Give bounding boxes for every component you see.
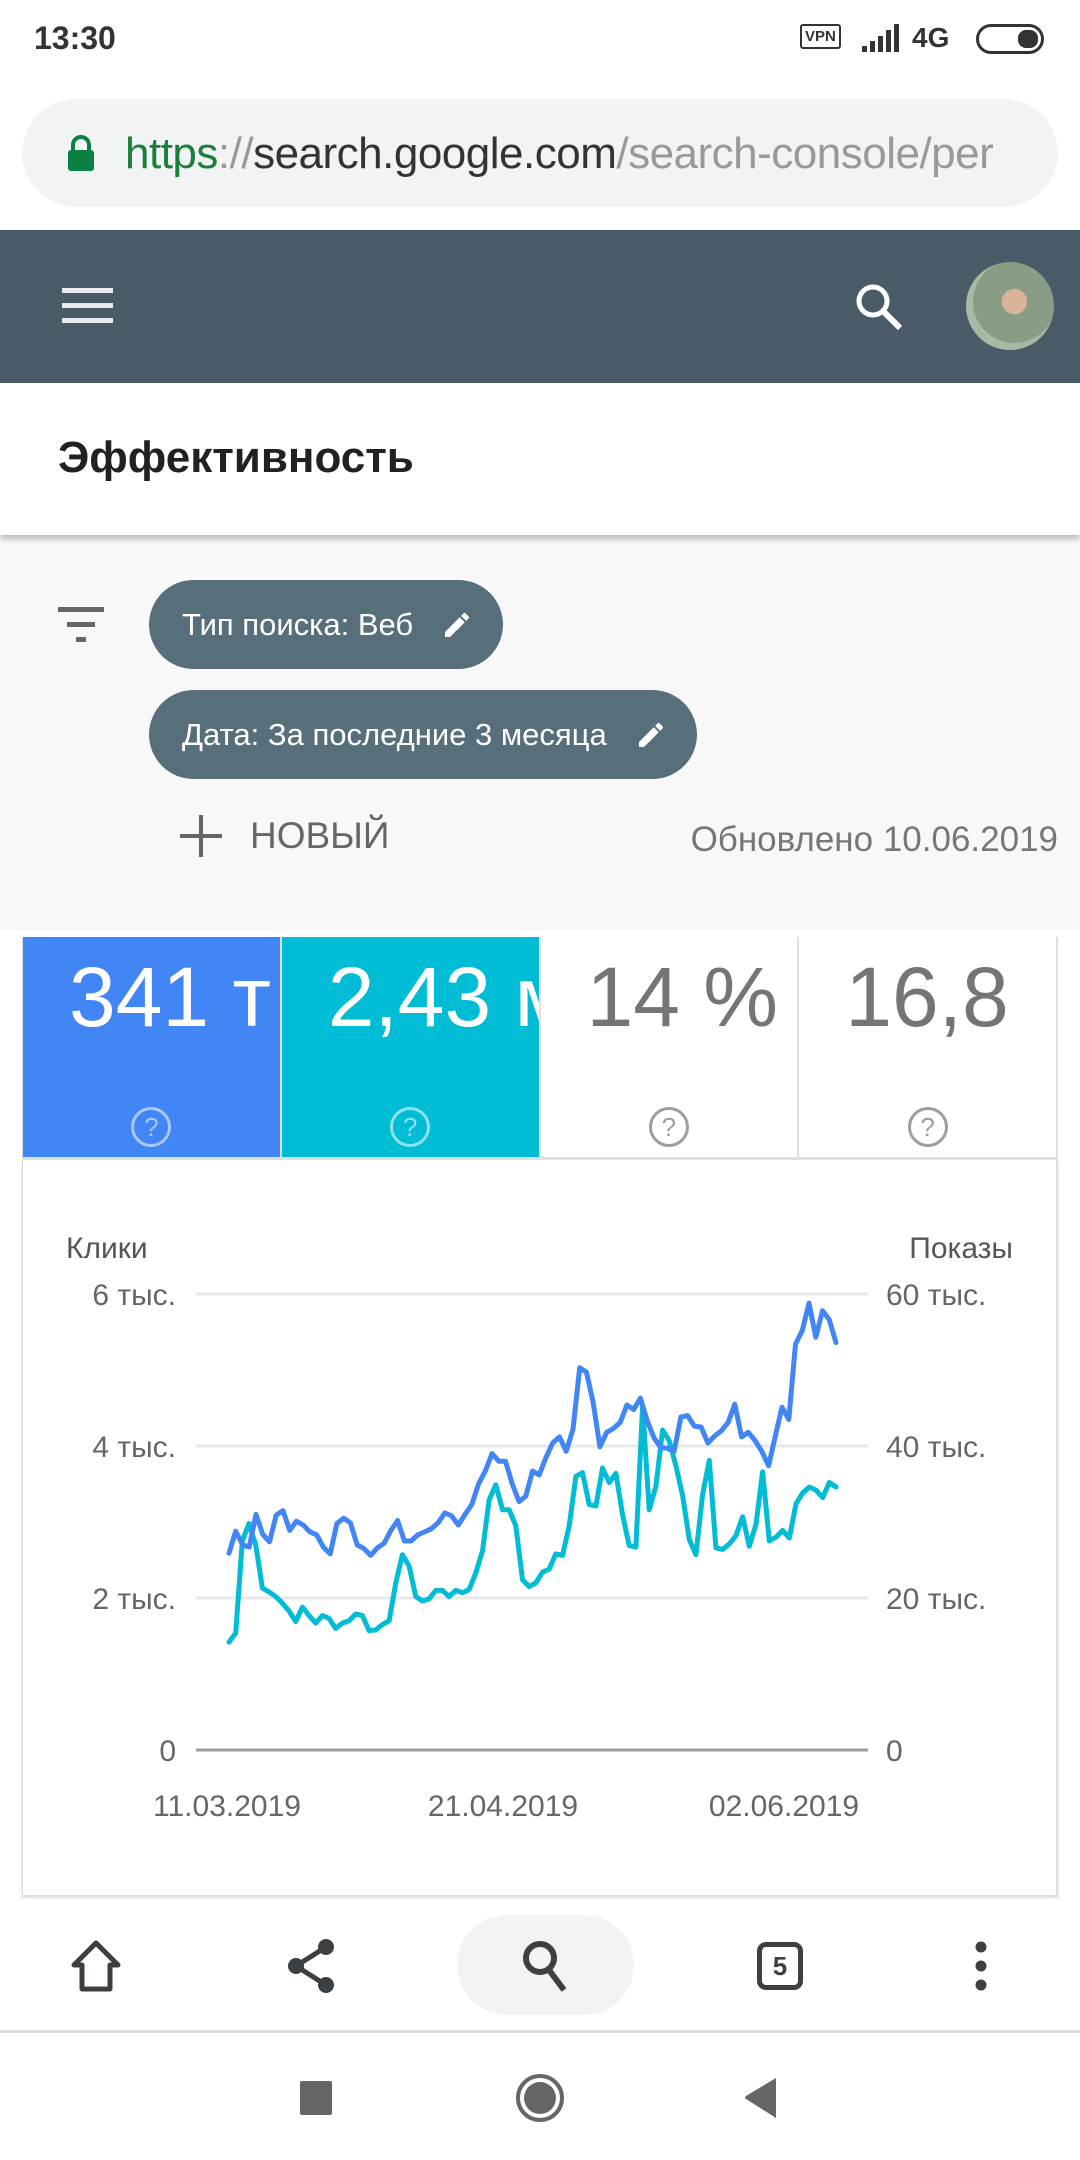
url-host: search.google.com	[253, 129, 617, 178]
help-icon[interactable]: ?	[390, 1107, 431, 1147]
metric-value: 14 %	[586, 950, 778, 1044]
status-bar: 13:30 VPN 4G	[0, 0, 1080, 76]
more-menu-button[interactable]	[946, 1931, 1016, 2001]
recents-icon[interactable]	[300, 2081, 332, 2115]
metric-card-clicks[interactable]: 341 т?	[23, 937, 282, 1157]
right-tick-label: 40 тыс.	[886, 1431, 986, 1464]
search-icon	[523, 1941, 567, 1992]
x-tick-label: 02.06.2019	[709, 1790, 859, 1823]
metric-value: 341 т	[69, 950, 271, 1044]
chip-label: Дата: За последние 3 месяца	[182, 716, 607, 752]
page-title: Эффективность	[58, 433, 414, 482]
metric-card-position[interactable]: 16,8?	[799, 937, 1056, 1157]
clicks-series-line	[226, 1300, 839, 1558]
metric-value: 16,8	[845, 950, 1009, 1044]
chart-card	[22, 1160, 1058, 1895]
home-button[interactable]	[61, 1931, 131, 2001]
clock: 13:30	[34, 20, 116, 56]
url-path: /search-console/per	[616, 129, 994, 178]
more-icon	[975, 1941, 987, 1991]
url-bar[interactable]: https://search.google.com/search-console…	[22, 99, 1058, 207]
browser-toolbar: 5	[0, 1899, 1080, 2033]
left-tick-label: 2 тыс.	[92, 1583, 176, 1616]
left-tick-label: 6 тыс.	[92, 1279, 176, 1312]
x-tick-label: 21.04.2019	[428, 1790, 578, 1823]
new-filter-button[interactable]: НОВЫЙ	[180, 815, 390, 857]
tabs-icon: 5	[757, 1942, 803, 1990]
url-text[interactable]: https://search.google.com/search-console…	[125, 129, 994, 179]
chip-label: Тип поиска: Веб	[182, 606, 414, 642]
network-type: 4G	[912, 22, 950, 53]
metric-card-ctr[interactable]: 14 %?	[541, 937, 800, 1157]
hamburger-icon[interactable]	[62, 288, 113, 324]
url-separator: ://	[217, 129, 254, 178]
right-axis-label: Показы	[909, 1232, 1013, 1265]
filter-icon[interactable]	[58, 607, 104, 643]
battery-icon	[976, 24, 1044, 54]
impressions-series-line	[226, 1403, 839, 1645]
filter-panel: Тип поиска: Веб Дата: За последние 3 мес…	[0, 535, 1080, 930]
left-tick-label: 4 тыс.	[92, 1431, 176, 1464]
plus-icon	[180, 815, 222, 857]
share-icon	[288, 1939, 334, 1993]
home-icon	[71, 1940, 121, 1992]
tabs-button[interactable]: 5	[745, 1931, 815, 2001]
avatar[interactable]	[966, 262, 1054, 350]
right-tick-label: 20 тыс.	[886, 1583, 986, 1616]
help-icon[interactable]: ?	[131, 1107, 172, 1147]
right-tick-label: 0	[886, 1735, 903, 1768]
updated-date: Обновлено 10.06.2019	[690, 820, 1058, 859]
metric-value: 2,43 м	[327, 950, 539, 1044]
help-icon[interactable]: ?	[648, 1107, 689, 1147]
home-circle-icon[interactable]	[515, 2073, 565, 2123]
left-tick-label: 0	[159, 1735, 176, 1768]
pencil-icon[interactable]	[635, 719, 667, 751]
filter-chip-search-type[interactable]: Тип поиска: Веб	[149, 580, 504, 669]
app-header	[0, 230, 1080, 383]
x-tick-label: 11.03.2019	[153, 1790, 301, 1823]
new-filter-label: НОВЫЙ	[250, 815, 390, 856]
title-bar: Эффективность	[0, 383, 1080, 535]
pencil-icon[interactable]	[441, 609, 473, 641]
back-icon[interactable]	[744, 2078, 776, 2118]
filter-chip-date[interactable]: Дата: За последние 3 месяца	[149, 690, 697, 779]
search-button-bg[interactable]	[457, 1915, 634, 2015]
right-tick-label: 60 тыс.	[886, 1279, 986, 1312]
metric-card-impressions[interactable]: 2,43 м?	[281, 937, 541, 1157]
help-icon[interactable]: ?	[907, 1107, 948, 1147]
lock-icon	[68, 135, 94, 171]
url-scheme: https	[125, 129, 218, 178]
signal-icon	[862, 24, 899, 52]
share-button[interactable]	[276, 1931, 346, 2001]
left-axis-label: Клики	[66, 1232, 148, 1265]
system-nav-bar	[0, 2036, 1080, 2160]
search-button[interactable]	[511, 1931, 581, 2001]
vpn-icon: VPN	[800, 24, 841, 49]
metric-cards: 341 т? 2,43 м? 14 %? 16,8?	[22, 937, 1058, 1160]
search-icon[interactable]	[852, 280, 906, 334]
performance-chart: Клики Показы 0 0 2 тыс. 20 тыс. 4 тыс. 40 тыс…	[66, 1232, 1013, 1823]
